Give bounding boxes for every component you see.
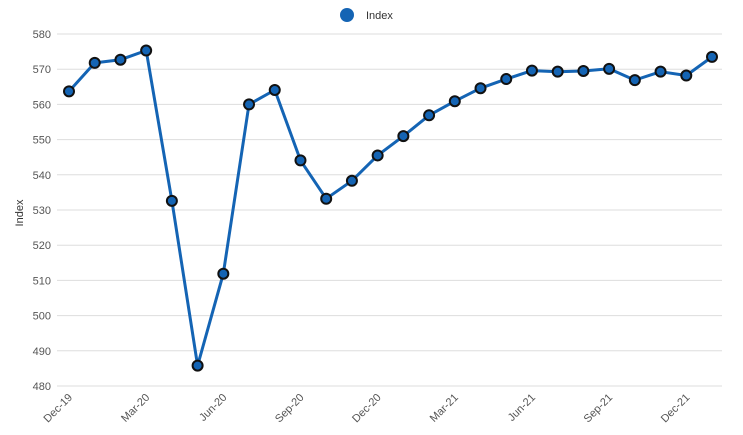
y-tick-label: 510	[33, 275, 51, 287]
data-point[interactable]	[191, 359, 204, 372]
grid-lines	[57, 33, 722, 387]
data-point[interactable]	[114, 53, 127, 66]
data-point[interactable]	[320, 192, 333, 205]
x-tick-label: Sep-21	[582, 392, 616, 426]
data-point[interactable]	[448, 95, 461, 108]
x-tick-label: Dec-21	[659, 392, 693, 426]
y-axis: 480 490 500 510 520 530 540 550 560 570 580	[33, 29, 51, 393]
x-axis: Dec-19 Mar-20 Jun-20 Sep-20 Dec-20 Mar-21 Jun-…	[42, 392, 693, 426]
x-tick-label: Jun-20	[197, 392, 229, 424]
data-point[interactable]	[654, 65, 667, 78]
data-point[interactable]	[603, 62, 616, 75]
y-tick-label: 480	[33, 381, 51, 393]
data-point[interactable]	[680, 69, 693, 82]
y-tick-label: 520	[33, 240, 51, 252]
y-tick-label: 550	[33, 135, 51, 147]
legend-circle-marker-icon	[340, 8, 354, 22]
data-point[interactable]	[140, 44, 153, 57]
x-tick-label: Jun-21	[506, 392, 538, 424]
x-tick-label: Dec-19	[42, 392, 76, 426]
series-line	[67, 49, 713, 368]
data-point[interactable]	[294, 154, 307, 167]
data-point[interactable]	[268, 83, 281, 96]
x-tick-label: Mar-21	[428, 392, 461, 425]
data-point[interactable]	[63, 85, 75, 98]
series-index	[63, 44, 718, 372]
data-point[interactable]	[397, 130, 410, 143]
y-tick-label: 580	[33, 29, 51, 41]
data-point[interactable]	[88, 56, 101, 69]
y-axis-title: Index	[14, 199, 26, 226]
y-tick-label: 500	[33, 311, 51, 323]
y-tick-label: 490	[33, 346, 51, 358]
data-point[interactable]	[500, 73, 513, 86]
data-point[interactable]	[165, 194, 178, 207]
data-point[interactable]	[628, 74, 641, 87]
data-point[interactable]	[371, 149, 384, 162]
data-point[interactable]	[474, 82, 487, 95]
y-tick-label: 540	[33, 170, 51, 182]
data-point[interactable]	[525, 64, 538, 77]
data-point[interactable]	[551, 65, 564, 78]
data-point[interactable]	[345, 174, 358, 187]
x-tick-label: Sep-20	[273, 392, 307, 426]
data-point[interactable]	[423, 109, 436, 122]
legend-label: Index	[366, 10, 393, 22]
legend[interactable]: Index	[340, 8, 393, 22]
y-tick-label: 530	[33, 205, 51, 217]
x-tick-label: Mar-20	[119, 392, 152, 425]
data-point[interactable]	[706, 50, 718, 63]
x-tick-label: Dec-20	[350, 392, 384, 426]
data-point[interactable]	[577, 64, 590, 77]
y-tick-label: 570	[33, 64, 51, 76]
data-point[interactable]	[217, 267, 230, 280]
y-tick-label: 560	[33, 99, 51, 111]
data-point[interactable]	[243, 98, 256, 111]
